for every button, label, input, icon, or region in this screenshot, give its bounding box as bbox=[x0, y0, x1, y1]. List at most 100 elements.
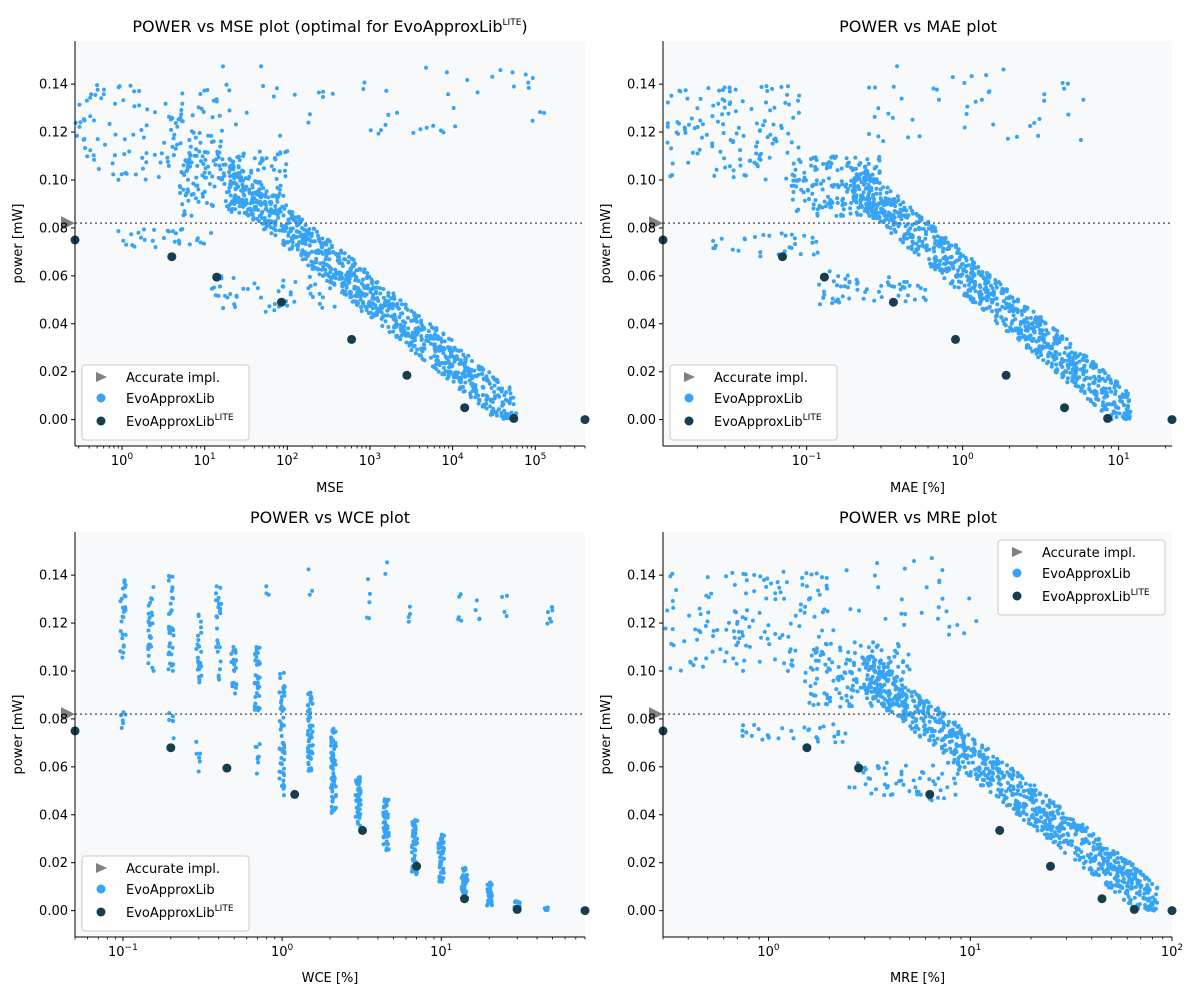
evo-point bbox=[721, 131, 726, 135]
evo-point bbox=[197, 759, 202, 764]
evo-point bbox=[1082, 389, 1087, 394]
evo-point bbox=[442, 339, 447, 344]
evo-point bbox=[886, 210, 891, 215]
evo-point bbox=[843, 671, 848, 675]
evo-point bbox=[252, 207, 257, 212]
evo-point bbox=[256, 760, 261, 765]
evo-point bbox=[882, 793, 887, 798]
evo-point bbox=[1093, 857, 1098, 862]
evo-point bbox=[342, 251, 347, 256]
evo-point bbox=[881, 688, 886, 693]
evo-point bbox=[867, 655, 872, 660]
evo-point bbox=[870, 674, 875, 679]
evo-point bbox=[228, 164, 233, 169]
evo-point bbox=[244, 184, 249, 189]
evo-point bbox=[730, 570, 735, 575]
evo-point bbox=[120, 614, 125, 619]
evo-point bbox=[1034, 339, 1039, 344]
evo-point bbox=[1010, 304, 1015, 308]
evo-point bbox=[871, 193, 876, 197]
evo-point bbox=[1071, 366, 1076, 371]
evo-point bbox=[306, 762, 311, 767]
evo-point bbox=[804, 584, 809, 589]
evo-point bbox=[872, 668, 877, 673]
evo-point bbox=[912, 250, 917, 255]
evo-point bbox=[132, 89, 137, 94]
evo-point bbox=[877, 289, 881, 294]
evo-point bbox=[875, 682, 880, 687]
evo-point bbox=[323, 248, 328, 253]
evo-point bbox=[895, 674, 899, 679]
evo-point bbox=[720, 97, 725, 102]
evo-point bbox=[202, 170, 207, 175]
evo-point bbox=[241, 151, 246, 156]
evo-point bbox=[1004, 329, 1009, 333]
evo-point bbox=[330, 794, 335, 799]
evo-point bbox=[1117, 889, 1122, 894]
evo-point bbox=[831, 722, 836, 727]
evo-point bbox=[263, 194, 268, 199]
evo-point bbox=[835, 201, 840, 205]
evo-point bbox=[196, 769, 201, 774]
evo-point bbox=[862, 658, 867, 662]
evo-point bbox=[1130, 878, 1135, 882]
x-axis-label: MSE bbox=[316, 481, 344, 496]
evo-point bbox=[441, 331, 446, 336]
y-tick-label: 0.02 bbox=[39, 365, 68, 380]
evo-point bbox=[936, 776, 941, 781]
evo-point bbox=[820, 649, 824, 654]
evo-point bbox=[873, 215, 878, 220]
evo-point bbox=[814, 646, 819, 651]
legend: Accurate impl.EvoApproxLibEvoApproxLibLI… bbox=[669, 364, 838, 441]
evo-point bbox=[179, 170, 184, 174]
evo-point bbox=[410, 330, 415, 335]
evo-point bbox=[436, 369, 441, 374]
lite-point bbox=[580, 415, 590, 425]
evo-point bbox=[424, 65, 428, 70]
evo-point bbox=[841, 207, 846, 212]
evo-point bbox=[870, 211, 875, 216]
evo-point bbox=[1098, 863, 1103, 868]
x-tick-label: 10−1 bbox=[108, 943, 138, 960]
evo-point bbox=[227, 170, 231, 175]
x-axis-label: WCE [%] bbox=[302, 971, 359, 986]
evo-point bbox=[204, 175, 208, 180]
evo-point bbox=[922, 702, 926, 707]
evo-point bbox=[507, 401, 512, 406]
evo-point bbox=[446, 92, 451, 97]
evo-point bbox=[776, 736, 781, 741]
evo-point bbox=[796, 207, 801, 212]
evo-point bbox=[238, 175, 243, 180]
evo-point bbox=[170, 116, 175, 121]
evo-point bbox=[390, 306, 395, 311]
evo-point bbox=[1001, 67, 1006, 72]
evo-point bbox=[897, 214, 901, 219]
evo-point bbox=[127, 149, 132, 154]
evo-point bbox=[191, 181, 196, 186]
evo-point bbox=[902, 236, 907, 241]
evo-point bbox=[903, 224, 908, 229]
evo-point bbox=[943, 735, 948, 740]
evo-point bbox=[254, 662, 259, 667]
evo-point bbox=[841, 213, 845, 218]
evo-point bbox=[987, 769, 992, 774]
evo-point bbox=[690, 150, 695, 155]
evo-point bbox=[436, 361, 441, 366]
evo-point bbox=[923, 714, 928, 719]
chart-title: POWER vs MSE plot (optimal for EvoApprox… bbox=[132, 17, 527, 36]
evo-point bbox=[704, 132, 709, 137]
evo-point bbox=[380, 324, 385, 328]
evo-point bbox=[200, 154, 205, 159]
evo-point bbox=[950, 75, 955, 80]
evo-point bbox=[875, 203, 880, 208]
evo-point bbox=[980, 270, 985, 275]
evo-point bbox=[946, 266, 951, 270]
evo-point bbox=[1130, 885, 1135, 890]
evo-point bbox=[476, 401, 481, 406]
evo-point bbox=[938, 788, 943, 793]
evo-point bbox=[1105, 394, 1110, 399]
evo-point bbox=[791, 190, 796, 194]
evo-point bbox=[755, 140, 760, 145]
evo-point bbox=[1079, 841, 1084, 846]
evo-point bbox=[698, 118, 703, 123]
